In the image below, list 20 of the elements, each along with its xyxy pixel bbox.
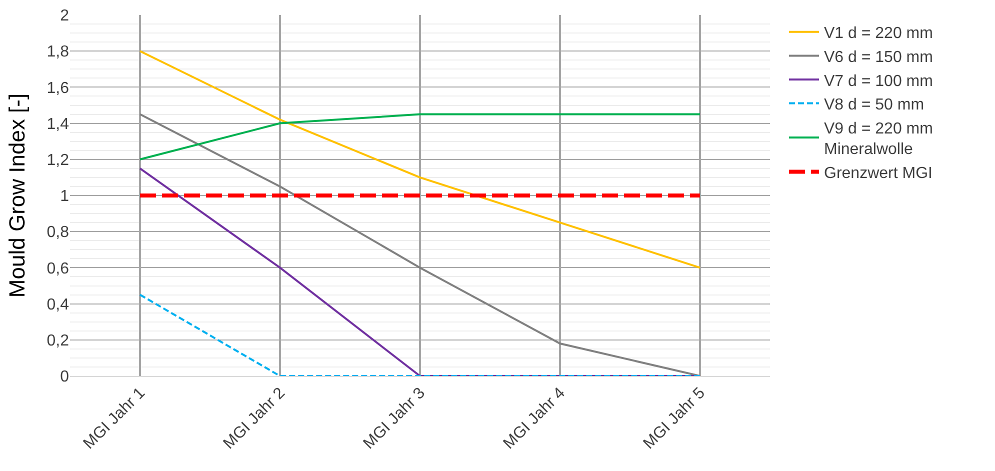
- legend-label: V7 d = 100 mm: [824, 72, 933, 90]
- y-tick-label: 0,2: [46, 332, 70, 350]
- y-tick-label: 1,4: [46, 116, 70, 133]
- legend-label: V1 d = 220 mm: [824, 25, 933, 42]
- legend-label: V8 d = 50 mm: [824, 96, 924, 114]
- y-tick-label: 1,6: [46, 80, 70, 97]
- legend-label: V9 d = 220 mm Mineralwolle: [824, 120, 933, 158]
- y-tick-label: 0,4: [46, 296, 70, 314]
- y-tick-label: 0,8: [46, 224, 70, 242]
- legend-label: V6 d = 150 mm: [824, 48, 933, 66]
- line-series: [139, 113, 701, 376]
- legend-label: Grenzwert MGI: [824, 164, 932, 182]
- y-axis-title: Mould Grow Index [-]: [4, 93, 30, 298]
- y-tick-label: 0,6: [46, 260, 70, 278]
- y-tick-label: 1,2: [46, 152, 70, 169]
- y-tick-label: 2: [60, 8, 70, 25]
- y-tick-label: 0: [60, 368, 70, 386]
- line-series: [139, 50, 701, 269]
- y-tick-label: 1: [60, 188, 70, 206]
- y-tick-label: 1,8: [46, 44, 70, 61]
